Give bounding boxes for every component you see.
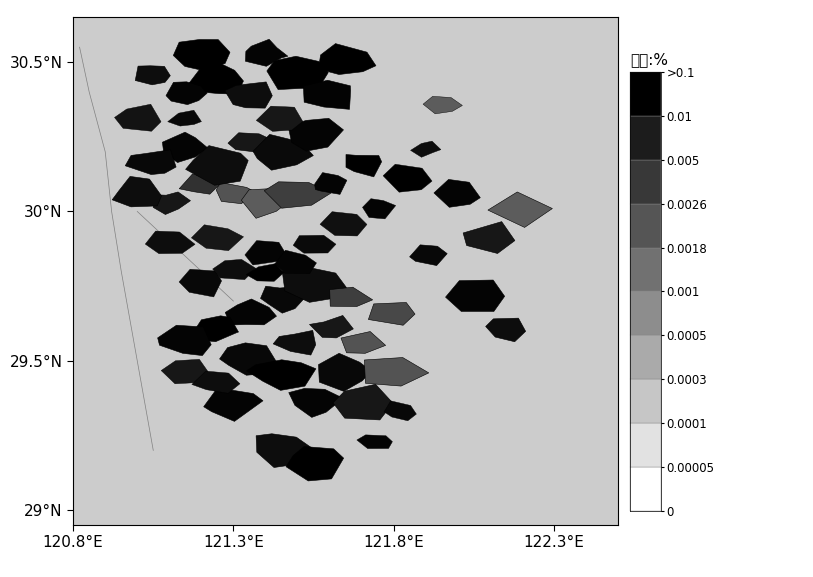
FancyBboxPatch shape xyxy=(630,72,661,116)
FancyBboxPatch shape xyxy=(630,335,661,379)
Polygon shape xyxy=(112,177,162,207)
Polygon shape xyxy=(245,241,287,265)
Polygon shape xyxy=(267,57,328,89)
Polygon shape xyxy=(173,39,230,70)
Polygon shape xyxy=(246,264,284,282)
Polygon shape xyxy=(293,235,336,253)
Polygon shape xyxy=(463,222,515,253)
Polygon shape xyxy=(135,66,170,85)
Polygon shape xyxy=(189,62,243,94)
Polygon shape xyxy=(341,332,385,353)
FancyBboxPatch shape xyxy=(630,467,661,511)
Polygon shape xyxy=(185,145,248,185)
Polygon shape xyxy=(319,353,372,391)
Polygon shape xyxy=(368,302,415,325)
Polygon shape xyxy=(315,173,347,194)
Polygon shape xyxy=(125,150,176,175)
Polygon shape xyxy=(384,401,416,421)
Polygon shape xyxy=(256,106,302,132)
Polygon shape xyxy=(146,231,195,254)
Polygon shape xyxy=(346,155,381,177)
Polygon shape xyxy=(253,134,313,170)
FancyBboxPatch shape xyxy=(630,116,661,160)
FancyBboxPatch shape xyxy=(630,204,661,248)
Polygon shape xyxy=(153,192,190,215)
Polygon shape xyxy=(363,198,396,219)
Polygon shape xyxy=(256,434,314,467)
Polygon shape xyxy=(216,182,255,204)
Polygon shape xyxy=(273,331,315,355)
Polygon shape xyxy=(228,133,275,153)
Polygon shape xyxy=(383,164,432,192)
Polygon shape xyxy=(224,82,272,108)
Polygon shape xyxy=(364,358,428,386)
Polygon shape xyxy=(434,179,480,207)
Polygon shape xyxy=(213,260,256,280)
Polygon shape xyxy=(485,318,526,342)
Polygon shape xyxy=(411,141,441,158)
Polygon shape xyxy=(191,225,244,250)
Polygon shape xyxy=(275,250,316,273)
Polygon shape xyxy=(260,286,307,313)
Polygon shape xyxy=(225,299,276,325)
Polygon shape xyxy=(163,132,208,163)
Polygon shape xyxy=(204,388,263,421)
Polygon shape xyxy=(446,280,505,312)
Polygon shape xyxy=(241,188,293,218)
Polygon shape xyxy=(179,174,221,194)
Polygon shape xyxy=(246,360,316,391)
Polygon shape xyxy=(330,287,372,306)
Polygon shape xyxy=(166,82,207,104)
Polygon shape xyxy=(320,212,367,236)
Polygon shape xyxy=(264,182,331,208)
Polygon shape xyxy=(488,192,552,227)
FancyBboxPatch shape xyxy=(630,160,661,204)
Text: 单位:%: 单位:% xyxy=(630,52,668,67)
Polygon shape xyxy=(319,44,376,74)
Polygon shape xyxy=(246,39,288,66)
Polygon shape xyxy=(310,316,354,338)
FancyBboxPatch shape xyxy=(630,291,661,335)
Polygon shape xyxy=(357,435,393,448)
Polygon shape xyxy=(333,384,393,420)
Polygon shape xyxy=(192,371,240,394)
Polygon shape xyxy=(161,359,208,384)
FancyBboxPatch shape xyxy=(630,248,661,291)
Polygon shape xyxy=(193,316,238,342)
Polygon shape xyxy=(158,325,211,355)
Polygon shape xyxy=(423,96,463,114)
Polygon shape xyxy=(286,447,344,481)
Polygon shape xyxy=(288,118,344,151)
Polygon shape xyxy=(410,245,447,265)
Polygon shape xyxy=(289,388,343,417)
Polygon shape xyxy=(303,80,350,109)
Polygon shape xyxy=(115,104,161,131)
FancyBboxPatch shape xyxy=(630,423,661,467)
FancyBboxPatch shape xyxy=(630,379,661,423)
Polygon shape xyxy=(282,267,346,302)
Polygon shape xyxy=(220,343,276,375)
Polygon shape xyxy=(179,269,222,297)
Polygon shape xyxy=(167,110,202,126)
